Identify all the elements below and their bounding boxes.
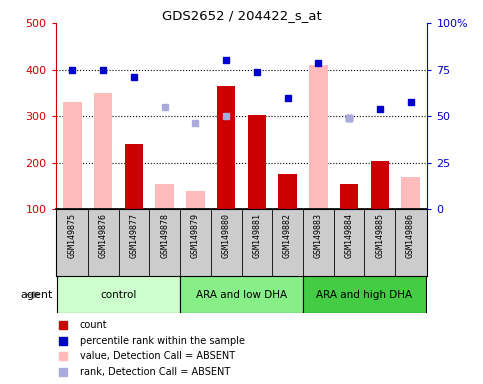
Bar [340,184,358,209]
Bar [94,93,113,209]
Text: percentile rank within the sample: percentile rank within the sample [80,336,245,346]
Bar [186,191,205,209]
Text: GSM149886: GSM149886 [406,213,415,258]
Text: agent: agent [21,290,53,300]
Text: GSM149875: GSM149875 [68,213,77,258]
Text: GSM149876: GSM149876 [99,213,108,258]
Title: GDS2652 / 204422_s_at: GDS2652 / 204422_s_at [162,9,321,22]
Text: ARA and high DHA: ARA and high DHA [316,290,412,300]
Text: GSM149877: GSM149877 [129,213,139,258]
Bar [125,144,143,209]
Text: count: count [80,320,107,330]
Bar [180,276,303,313]
Text: GSM149878: GSM149878 [160,213,169,258]
Bar [57,276,180,313]
Text: GSM149879: GSM149879 [191,213,200,258]
Bar [217,86,235,209]
Bar [309,65,327,209]
Text: GSM149880: GSM149880 [222,213,230,258]
Text: GSM149885: GSM149885 [375,213,384,258]
Text: ARA and low DHA: ARA and low DHA [196,290,287,300]
Text: rank, Detection Call = ABSENT: rank, Detection Call = ABSENT [80,367,230,377]
Text: value, Detection Call = ABSENT: value, Detection Call = ABSENT [80,351,235,361]
Bar [248,115,266,209]
Bar [278,174,297,209]
Bar [63,102,82,209]
Text: GSM149884: GSM149884 [344,213,354,258]
Text: control: control [100,290,137,300]
Bar [303,276,426,313]
Bar [370,161,389,209]
Text: GSM149882: GSM149882 [283,213,292,258]
Text: GSM149881: GSM149881 [253,213,261,258]
Bar [156,184,174,209]
Bar [401,177,420,209]
Text: GSM149883: GSM149883 [314,213,323,258]
